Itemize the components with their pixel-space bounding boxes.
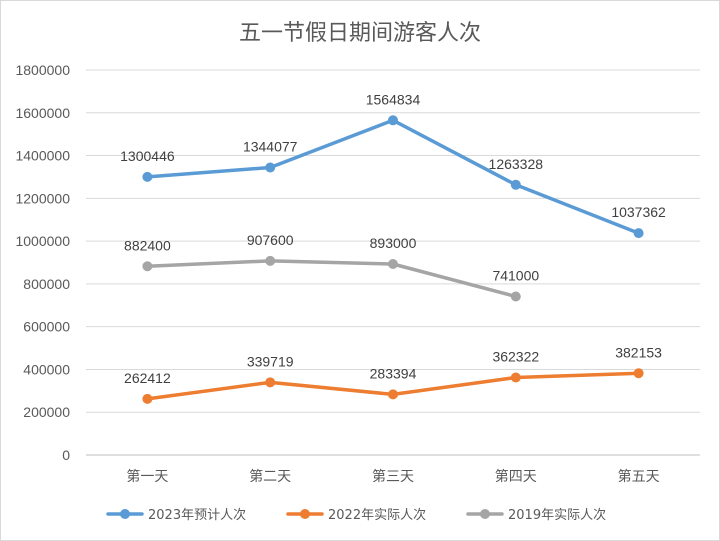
y-axis-ticks: 0 200000 400000 600000 800000 1000000 1200000 1… — [15, 62, 70, 463]
data-point — [388, 389, 398, 400]
data-label: 893000 — [370, 235, 417, 251]
data-label: 1263328 — [489, 156, 544, 172]
data-point — [633, 228, 644, 239]
data-point — [265, 162, 276, 173]
y-tick-label: 600000 — [23, 319, 70, 335]
y-tick-label: 200000 — [23, 404, 70, 420]
y-tick-label: 800000 — [23, 276, 70, 292]
x-tick-label: 第三天 — [372, 468, 414, 485]
data-label: 382153 — [615, 344, 662, 360]
series-line — [145, 259, 518, 299]
data-label: 1344077 — [243, 139, 298, 155]
x-tick-label: 第一天 — [126, 468, 168, 485]
data-label: 741000 — [492, 268, 539, 284]
data-point — [510, 179, 521, 190]
data-labels: 1300446 1344077 1564834 1263328 1037362 26241… — [120, 91, 666, 386]
data-label: 362322 — [492, 349, 539, 365]
data-label: 1300446 — [120, 148, 175, 164]
y-tick-label: 1000000 — [15, 233, 70, 249]
x-tick-label: 第五天 — [618, 468, 660, 485]
series-line — [145, 118, 641, 235]
data-point — [142, 261, 153, 272]
data-label: 1564834 — [366, 91, 421, 107]
legend-marker — [480, 509, 490, 519]
legend: 2023年预计人次 2022年实际人次 2019年实际人次 — [106, 507, 606, 523]
data-point — [388, 258, 398, 269]
x-tick-label: 第四天 — [495, 468, 537, 485]
legend-marker — [300, 509, 310, 519]
chart-title: 五一节假日期间游客人次 — [239, 21, 481, 46]
data-label: 882400 — [124, 237, 171, 253]
legend-marker — [120, 509, 130, 519]
gridlines — [86, 69, 700, 456]
x-tick-label: 第二天 — [249, 468, 291, 485]
data-point — [265, 255, 276, 266]
x-axis-ticks: 第一天 第二天 第三天 第四天 第五天 — [126, 468, 659, 485]
data-label: 339719 — [247, 353, 294, 369]
data-point — [388, 115, 398, 126]
y-tick-label: 1600000 — [15, 105, 70, 121]
data-label: 907600 — [247, 232, 294, 248]
data-point — [633, 368, 644, 379]
data-label: 262412 — [124, 370, 171, 386]
data-point — [510, 291, 521, 302]
data-label: 1037362 — [611, 204, 666, 220]
y-tick-label: 0 — [62, 447, 70, 463]
data-point — [265, 377, 276, 388]
y-tick-label: 1400000 — [15, 148, 70, 164]
data-label: 283394 — [370, 365, 417, 381]
data-point — [510, 372, 521, 383]
legend-label: 2023年预计人次 — [148, 507, 246, 523]
data-point — [142, 393, 153, 404]
y-tick-label: 1800000 — [15, 62, 70, 78]
y-tick-label: 1200000 — [15, 190, 70, 206]
legend-label: 2019年实际人次 — [508, 507, 606, 523]
data-point — [142, 171, 153, 182]
series-lines — [142, 115, 644, 404]
y-tick-label: 400000 — [23, 361, 70, 377]
legend-label: 2022年实际人次 — [328, 507, 426, 523]
